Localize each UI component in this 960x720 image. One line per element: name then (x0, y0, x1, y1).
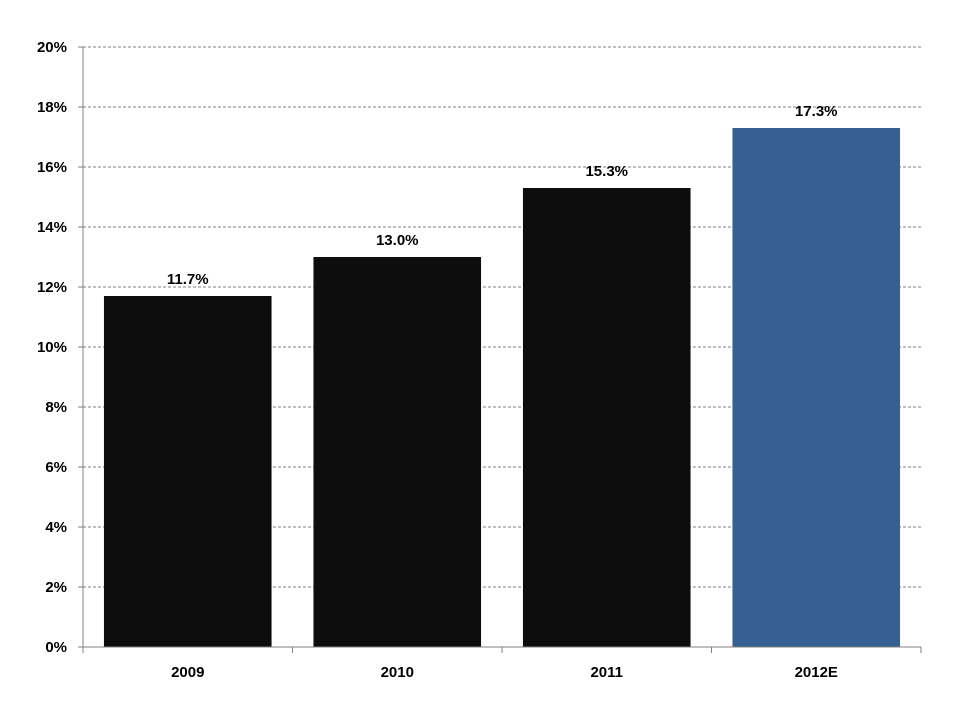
y-tick-label: 20% (37, 39, 67, 56)
y-tick-label: 16% (37, 159, 67, 176)
x-tick-label: 2012E (795, 664, 838, 681)
bar-2009 (103, 296, 272, 647)
y-tick-label: 6% (45, 459, 67, 476)
bar-2012e (732, 128, 901, 647)
x-tick-label: 2011 (590, 664, 623, 681)
data-label: 15.3% (585, 163, 628, 180)
y-tick-label: 2% (45, 579, 67, 596)
y-tick-label: 12% (37, 279, 67, 296)
y-tick-label: 8% (45, 399, 67, 416)
data-label: 17.3% (795, 103, 838, 120)
data-label: 11.7% (167, 271, 209, 288)
bar-2011 (522, 188, 691, 647)
y-tick-label: 18% (37, 99, 67, 116)
bars (103, 128, 901, 647)
bar-2010 (313, 257, 482, 647)
y-tick-label: 10% (37, 339, 67, 356)
x-tick-label: 2009 (171, 664, 204, 681)
y-tick-label: 14% (37, 219, 67, 236)
y-tick-label: 0% (45, 639, 67, 656)
axes (78, 46, 922, 653)
y-tick-label: 4% (45, 519, 67, 536)
labels: 0% 2% 4% 6% 8% 10% 12% 14% 16% 18% 20% 11.7% 2009 13.… (37, 39, 838, 681)
x-tick-label: 2010 (381, 664, 414, 681)
data-label: 13.0% (376, 232, 419, 249)
